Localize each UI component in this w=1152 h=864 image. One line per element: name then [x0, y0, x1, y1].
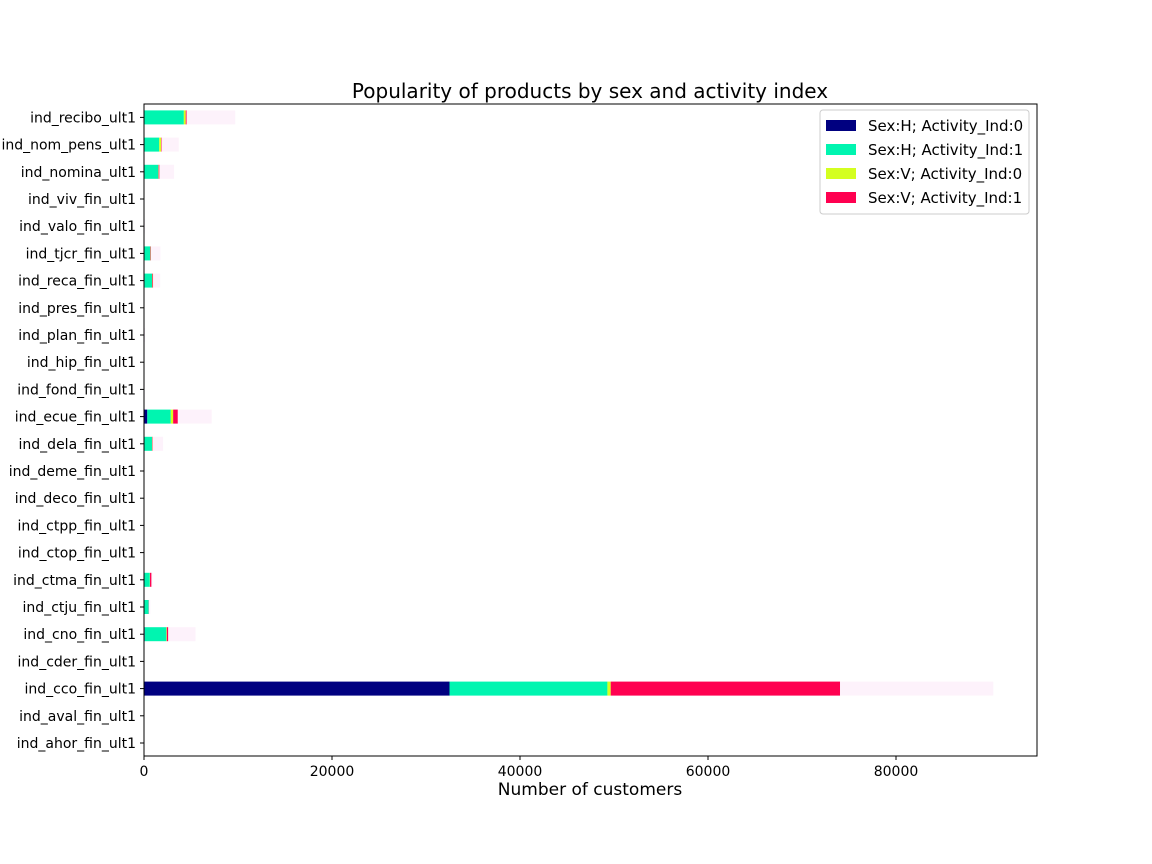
x-tick-label: 80000 — [874, 764, 919, 780]
y-tick-label: ind_plan_fin_ult1 — [18, 328, 136, 344]
x-tick-label: 0 — [140, 764, 149, 780]
y-tick-label: ind_cco_fin_ult1 — [25, 682, 136, 698]
y-tick-label: ind_deme_fin_ult1 — [9, 464, 136, 480]
bar-segment — [144, 627, 167, 642]
bar-segment — [449, 681, 608, 696]
y-tick-label: ind_ctop_fin_ult1 — [18, 546, 136, 562]
bar-segment — [144, 164, 159, 179]
x-tick-label: 60000 — [686, 764, 731, 780]
bar-segment — [159, 164, 175, 179]
y-tick-label: ind_valo_fin_ult1 — [19, 219, 136, 235]
bar-segment — [144, 328, 146, 342]
legend-swatch — [826, 144, 856, 155]
x-axis-label: Number of customers — [498, 780, 683, 800]
y-tick-label: ind_tjcr_fin_ult1 — [26, 246, 136, 262]
bar-segment — [152, 273, 154, 288]
y-tick-label: ind_fond_fin_ult1 — [17, 382, 136, 398]
y-axis-ticks: ind_ahor_fin_ult1 ind_aval_fin_ult1 ind_cc… — [1, 110, 144, 752]
legend-label: Sex:H; Activity_Ind:0 — [868, 117, 1023, 136]
bar-segment — [150, 246, 161, 261]
y-tick-label: ind_pres_fin_ult1 — [18, 301, 136, 317]
legend: Sex:H; Activity_Ind:0 Sex:H; Activity_Ind… — [819, 109, 1030, 215]
chart-title: Popularity of products by sex and activi… — [352, 79, 828, 103]
y-tick-label: ind_reca_fin_ult1 — [18, 274, 136, 290]
y-tick-label: ind_viv_fin_ult1 — [28, 192, 136, 208]
bar-segment — [177, 409, 212, 424]
legend-swatch — [826, 192, 856, 203]
bar-segment — [161, 137, 179, 152]
y-tick-label: ind_deco_fin_ult1 — [15, 491, 136, 507]
bar-segment — [186, 110, 236, 125]
bar-segment — [183, 110, 186, 125]
bar-segment — [144, 110, 184, 125]
bar-segment — [144, 137, 160, 152]
legend-swatch — [826, 120, 856, 131]
x-tick-label: 40000 — [498, 764, 543, 780]
bar-segment — [144, 572, 150, 587]
y-tick-label: ind_ahor_fin_ult1 — [17, 736, 136, 752]
legend-label: Sex:H; Activity_Ind:1 — [868, 141, 1023, 160]
legend-label: Sex:V; Activity_Ind:1 — [868, 189, 1022, 208]
legend-swatch — [826, 168, 856, 179]
bar-segment — [840, 681, 994, 696]
bar-segment — [151, 572, 153, 587]
x-tick-label: 20000 — [310, 764, 355, 780]
bar-segment — [144, 246, 151, 261]
bar-segment — [153, 273, 161, 288]
bar-segment — [168, 627, 196, 642]
y-tick-label: ind_ctpp_fin_ult1 — [18, 518, 136, 534]
bar-segment — [150, 572, 152, 587]
bar-segment — [185, 110, 187, 125]
y-tick-label: ind_cno_fin_ult1 — [23, 627, 136, 643]
y-tick-label: ind_recibo_ult1 — [30, 110, 136, 126]
bar-segment — [607, 681, 611, 696]
y-tick-label: ind_nom_pens_ult1 — [1, 138, 136, 154]
bar-segment — [147, 409, 171, 424]
bar-segment — [161, 137, 162, 152]
x-axis-ticks: 0 20000 40000 60000 80000 — [140, 756, 919, 780]
bar-segment — [152, 436, 164, 451]
bar-segment — [144, 436, 152, 451]
bar-segment — [166, 627, 169, 642]
y-tick-label: ind_nomina_ult1 — [21, 165, 136, 181]
legend-label: Sex:V; Activity_Ind:0 — [868, 165, 1022, 184]
y-tick-label: ind_ctju_fin_ult1 — [23, 600, 136, 616]
y-tick-label: ind_ctma_fin_ult1 — [13, 573, 136, 589]
plot-area-frame — [143, 103, 1038, 757]
y-tick-label: ind_ecue_fin_ult1 — [15, 410, 136, 426]
bar-segment — [144, 681, 450, 696]
bar-segment — [148, 600, 151, 614]
bar-segment — [610, 681, 841, 696]
bar-segment — [173, 409, 178, 424]
y-tick-label: ind_aval_fin_ult1 — [19, 709, 136, 725]
y-tick-label: ind_cder_fin_ult1 — [18, 654, 136, 670]
bars-layer — [144, 110, 994, 750]
bar-segment — [144, 273, 153, 288]
bar-segment — [144, 409, 148, 424]
legend-frame — [819, 109, 1030, 215]
bar-segment — [158, 164, 160, 179]
bar-segment — [170, 409, 174, 424]
bar-segment — [159, 137, 162, 152]
y-tick-label: ind_hip_fin_ult1 — [27, 355, 136, 371]
y-tick-label: ind_dela_fin_ult1 — [19, 437, 136, 453]
bar-segment — [144, 600, 149, 614]
